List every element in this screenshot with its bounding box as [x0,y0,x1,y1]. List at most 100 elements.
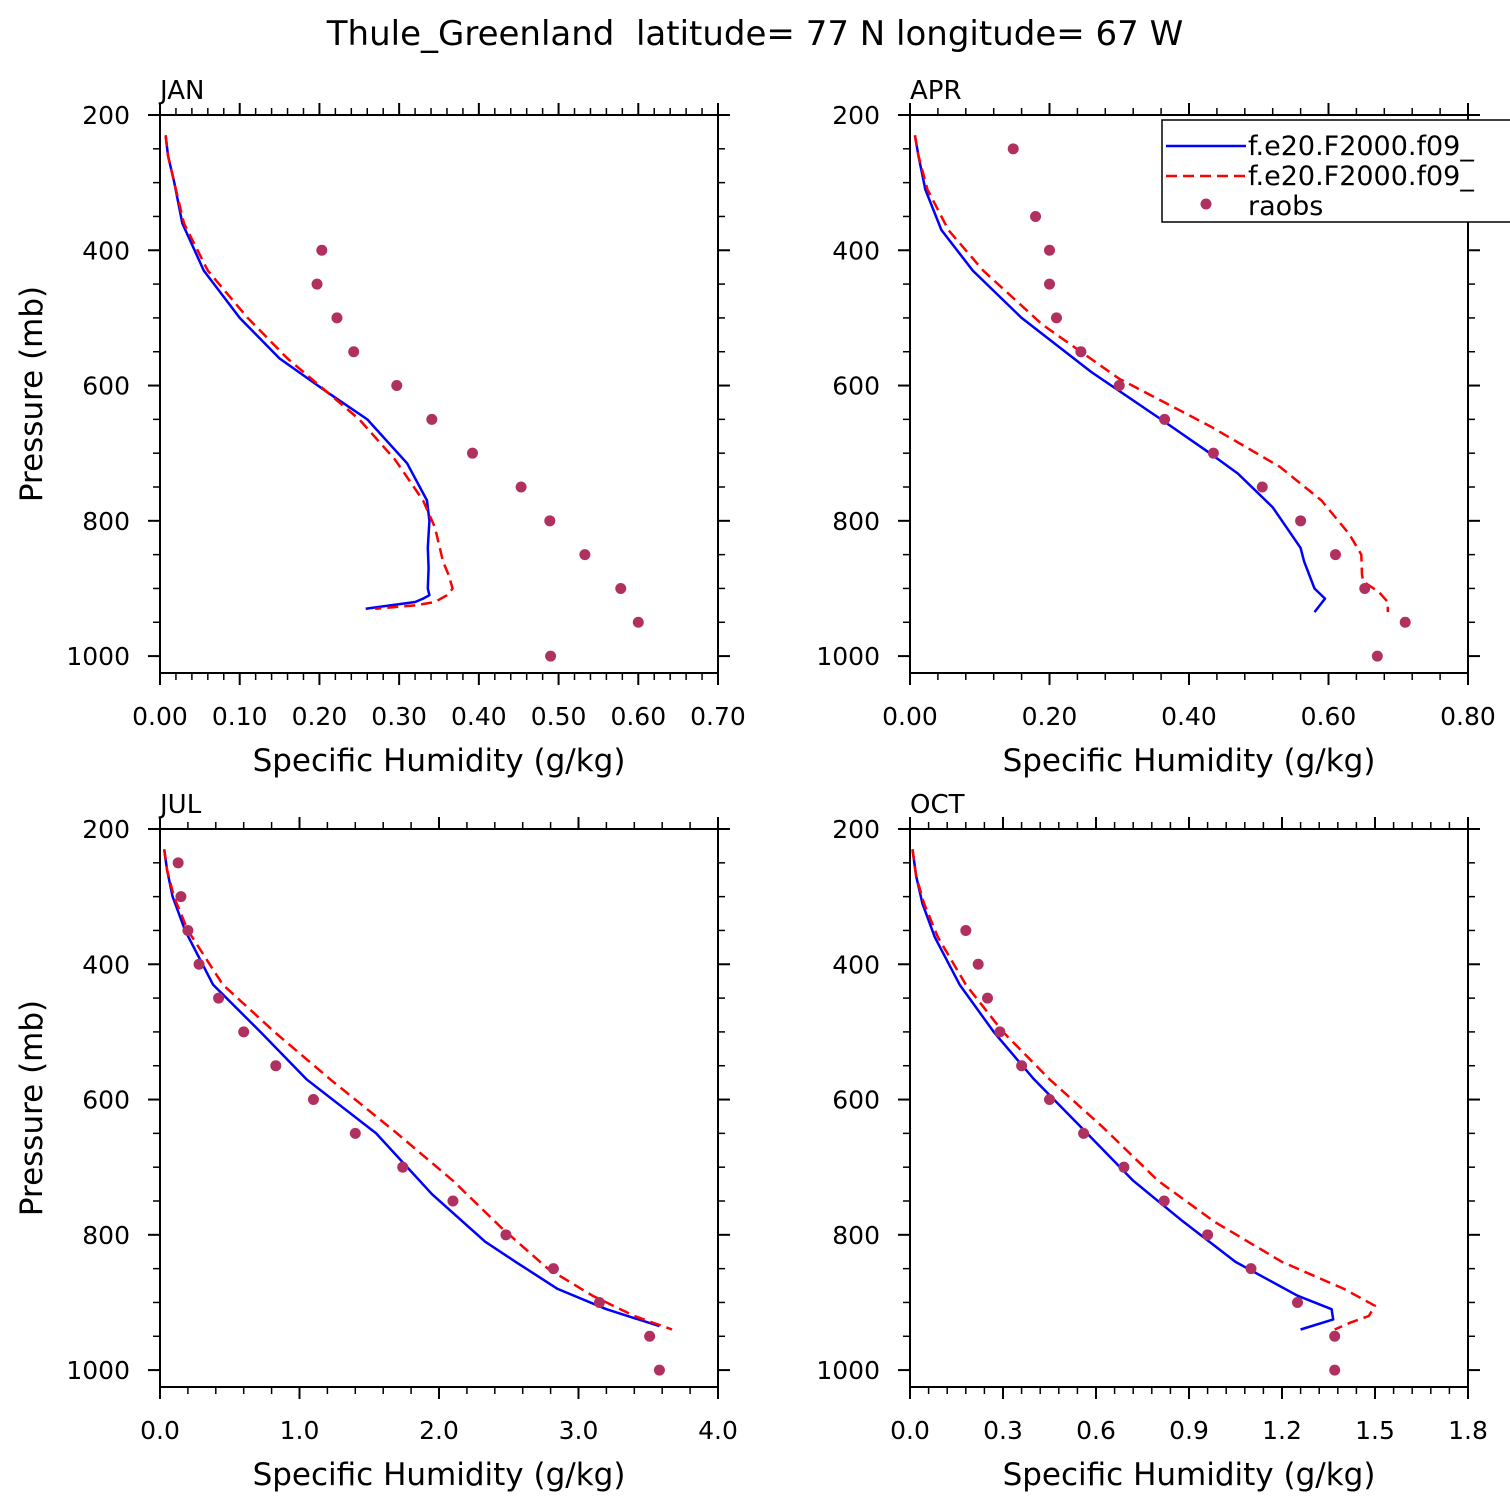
legend: f.e20.F2000.f09_f.e20.F2000.f09_raobs [1161,119,1510,223]
raobs-point [307,1094,319,1106]
model-series-solid-line [164,135,431,610]
raobs-point [1044,244,1055,256]
raobs-point [1044,1094,1055,1106]
chart-panel-oct: OCT 0.0 0.3 0.6 0.9 1.2 1.5 1.8 200 400 600 800 1000… [816,790,1488,1493]
raobs-point [1202,1229,1214,1241]
raobs-point [1158,1195,1170,1207]
y-tick-label: 200 [832,815,880,844]
raobs-point [1329,1330,1341,1342]
raobs-points [1007,143,1411,662]
raobs-point [311,278,323,290]
x-tick-label: 0.70 [690,702,746,731]
y-tick-label: 800 [82,1221,130,1250]
panel-title: JUL [158,790,202,820]
panel-title: OCT [910,790,965,820]
x-axis-ticks: 0.0 0.3 0.6 0.9 1.2 1.5 1.8 [890,817,1488,1445]
raobs-point [1292,1296,1303,1308]
raobs-point [1078,1127,1090,1139]
legend-label: f.e20.F2000.f09_ [1248,161,1474,192]
panel-title: APR [910,76,962,106]
raobs-point [982,992,993,1004]
raobs-point [1329,549,1341,561]
model-series-dashed-line [164,135,454,610]
y-tick-label: 800 [832,507,880,536]
model-series-solid-line [911,849,1335,1331]
y-axis-label: Pressure (mb) [14,1000,50,1216]
raobs-point [544,515,556,527]
figure-title: Thule_Greenland latitude= 77 N longitude… [326,14,1183,54]
legend-label: f.e20.F2000.f09_ [1248,131,1474,162]
raobs-point [1113,380,1125,392]
chart-panel-apr: APR 0.00 0.20 0.40 0.60 0.80 200 400 600 800 1000 S… [816,76,1495,779]
raobs-point [349,1127,361,1139]
x-axis-label: Specific Humidity (g/kg) [253,743,626,779]
raobs-point [1016,1060,1028,1072]
raobs-point [397,1161,409,1173]
raobs-point [426,413,438,425]
raobs-point [1044,278,1055,290]
x-tick-label: 0.40 [451,702,507,731]
x-tick-label: 0.20 [1022,702,1078,731]
y-tick-label: 400 [82,950,130,979]
raobs-point [316,244,328,256]
y-tick-label: 600 [82,372,130,401]
y-tick-label: 200 [82,101,130,130]
raobs-point [1295,515,1307,527]
x-axis-label: Specific Humidity (g/kg) [1003,743,1376,779]
x-tick-label: 0.60 [1301,702,1357,731]
x-tick-label: 0.80 [1440,702,1496,731]
plot-frame [909,828,1469,1388]
raobs-point [1075,346,1087,358]
y-axis-ticks: 200 400 600 800 1000 [66,101,730,671]
y-tick-label: 800 [82,507,130,536]
raobs-point [1256,481,1268,493]
x-tick-label: 2.0 [419,1416,459,1445]
raobs-point [193,958,205,970]
raobs-point [644,1330,656,1342]
x-tick-label: 4.0 [698,1416,738,1445]
raobs-point [182,924,194,936]
raobs-points [311,244,644,662]
raobs-point [1207,447,1219,459]
legend-box [1161,119,1510,223]
y-tick-label: 1000 [816,642,880,671]
raobs-point [547,1263,559,1275]
raobs-point [213,992,225,1004]
model-series-solid-line [162,849,660,1328]
x-axis-label: Specific Humidity (g/kg) [1003,1457,1376,1493]
y-axis-ticks: 200 400 600 800 1000 [816,815,1480,1385]
x-axis-ticks: 0.00 0.20 0.40 0.60 0.80 [882,103,1496,731]
x-tick-label: 0.10 [212,702,268,731]
raobs-point [994,1026,1006,1038]
raobs-point [1359,582,1371,594]
raobs-point [348,346,360,358]
raobs-point [960,924,972,936]
raobs-point [579,549,591,561]
x-tick-label: 1.5 [1355,1416,1395,1445]
x-axis-ticks: 0.00 0.10 0.20 0.30 0.40 0.50 0.60 0.70 [132,103,746,731]
x-tick-label: 1.8 [1448,1416,1488,1445]
x-tick-label: 0.9 [1169,1416,1209,1445]
x-axis-label: Specific Humidity (g/kg) [253,1457,626,1493]
x-tick-label: 3.0 [559,1416,599,1445]
raobs-point [653,1364,665,1376]
x-tick-label: 0.60 [610,702,666,731]
legend-raobs-dot [1200,198,1212,210]
raobs-point [238,1026,250,1038]
raobs-point [632,616,644,628]
y-tick-label: 400 [832,950,880,979]
y-axis-label: Pressure (mb) [14,286,50,502]
raobs-point [1245,1263,1257,1275]
raobs-point [615,582,627,594]
y-tick-label: 200 [832,101,880,130]
raobs-point [1007,143,1019,155]
raobs-point [1159,413,1171,425]
y-tick-label: 800 [832,1221,880,1250]
raobs-point [331,312,343,324]
model-series-dashed-line [911,849,1377,1331]
chart-panel-jul: JUL 0.0 1.0 2.0 3.0 4.0 200 400 600 800 1000 Specif… [14,790,738,1493]
raobs-point [1050,312,1062,324]
raobs-point [391,380,403,392]
raobs-point [1329,1364,1341,1376]
